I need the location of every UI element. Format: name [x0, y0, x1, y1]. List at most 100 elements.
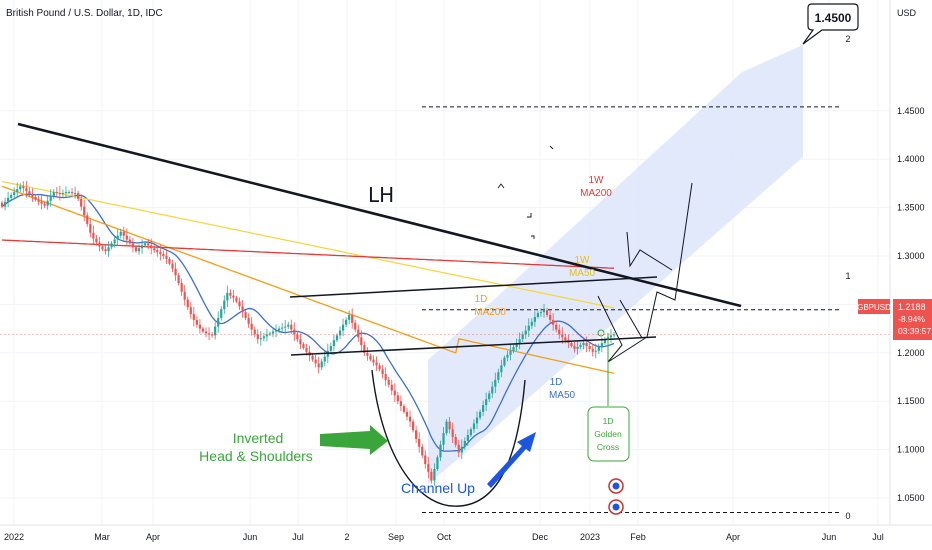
candle-body — [573, 346, 576, 349]
golden-cross-callout: 1D Golden Cross — [587, 406, 630, 462]
x-tick-label: Dec — [532, 532, 549, 542]
ma50-1w-label-line1: 1W — [575, 255, 591, 266]
candle-body — [153, 248, 156, 251]
ma50-1d-line — [1, 193, 615, 452]
fib-label-1: 1 — [845, 271, 850, 281]
candle-body — [542, 310, 546, 313]
candle-body — [323, 356, 326, 362]
candle-body — [475, 417, 479, 424]
mark-caret-3 — [527, 213, 532, 218]
candle-body — [238, 301, 241, 307]
candle-body — [390, 384, 393, 391]
candle-body — [281, 327, 284, 329]
candle-body — [52, 192, 55, 196]
candle-body — [55, 192, 58, 194]
candle-body — [171, 263, 174, 269]
candle-body — [378, 365, 381, 370]
candle-body — [49, 195, 52, 201]
candle-body — [500, 365, 503, 373]
mark-caret-2 — [549, 145, 554, 150]
candle-body — [290, 324, 293, 330]
candle-body — [521, 334, 524, 340]
candle-body — [582, 343, 585, 346]
price-tag: GBPUSD 1.2188 -8.94% 03:39:57 — [857, 299, 932, 340]
candle-body — [134, 247, 138, 252]
candle-body — [268, 333, 272, 335]
candle-body — [165, 256, 168, 259]
lh-label: LH — [368, 183, 394, 207]
candle-body — [77, 193, 80, 199]
candle-body — [433, 468, 436, 481]
price-tag-bg — [893, 299, 932, 340]
candle-body — [223, 300, 226, 310]
candle-body — [512, 346, 515, 351]
candle-body — [189, 307, 192, 315]
y-tick-label: 1.3500 — [897, 203, 925, 213]
candle-body — [375, 362, 378, 366]
neckline-bottom — [290, 336, 657, 356]
fib-label-2: 2 — [845, 34, 850, 44]
candle-body — [253, 329, 256, 335]
candle-body — [86, 215, 89, 225]
candle-body — [174, 268, 177, 276]
candle-body — [180, 283, 183, 292]
candle-body — [466, 435, 469, 441]
chart-title: British Pound / U.S. Dollar, 1D, IDC — [6, 8, 163, 19]
candle-body — [244, 312, 247, 318]
candle-body — [204, 331, 208, 334]
candle-body — [277, 328, 281, 331]
ma200-1w-line — [1, 239, 615, 269]
candle-body — [140, 245, 144, 249]
candle-body — [3, 201, 7, 207]
candle-body — [89, 224, 92, 233]
candle-body — [150, 245, 153, 249]
candle-body — [34, 196, 37, 200]
candle-body — [156, 250, 159, 253]
candle-body — [509, 350, 512, 355]
candle-body — [302, 344, 305, 348]
candle-body — [405, 411, 409, 417]
candle-body — [159, 252, 162, 255]
candle-body — [448, 421, 451, 430]
candle-body — [357, 329, 360, 338]
candle-body — [293, 329, 296, 335]
candle-body — [104, 249, 107, 252]
candle-body — [558, 329, 561, 335]
candle-body — [609, 335, 613, 338]
candle-body — [527, 325, 530, 331]
fib-label-0: 0 — [845, 511, 850, 521]
candle-body — [436, 457, 439, 469]
candle-body — [344, 319, 348, 325]
candle-body — [256, 334, 259, 340]
candle-body — [463, 440, 466, 447]
candle-body — [214, 326, 217, 336]
candle-body — [259, 338, 262, 340]
ma200-1w-label-line1: 1W — [589, 175, 605, 186]
neckline-top — [289, 276, 658, 298]
candle-body — [220, 309, 223, 318]
candle-body — [488, 393, 491, 400]
ma200-1d-label-line2: MA200 — [474, 307, 506, 318]
candle-body — [497, 372, 500, 380]
projection-path-3 — [626, 231, 673, 271]
target-callout: 1.4500 — [802, 3, 859, 45]
price-tag-symbol: GBPUSD — [857, 303, 891, 312]
candle-body — [478, 411, 482, 418]
candle-body — [561, 334, 564, 338]
candle-body — [469, 429, 473, 436]
candle-body — [555, 324, 558, 330]
candle-body — [482, 405, 485, 412]
candle-body — [329, 346, 332, 351]
candle-body — [442, 433, 445, 445]
candle-body — [594, 350, 597, 352]
channel-band — [428, 45, 803, 484]
y-tick-label: 1.1500 — [897, 396, 925, 406]
candle-body — [600, 343, 603, 347]
candle-body — [67, 192, 71, 194]
candle-body — [61, 193, 64, 195]
candle-body — [418, 438, 421, 447]
candle-body — [439, 444, 442, 458]
price-tag-change: -8.94% — [898, 314, 925, 324]
candle-body — [348, 315, 351, 320]
